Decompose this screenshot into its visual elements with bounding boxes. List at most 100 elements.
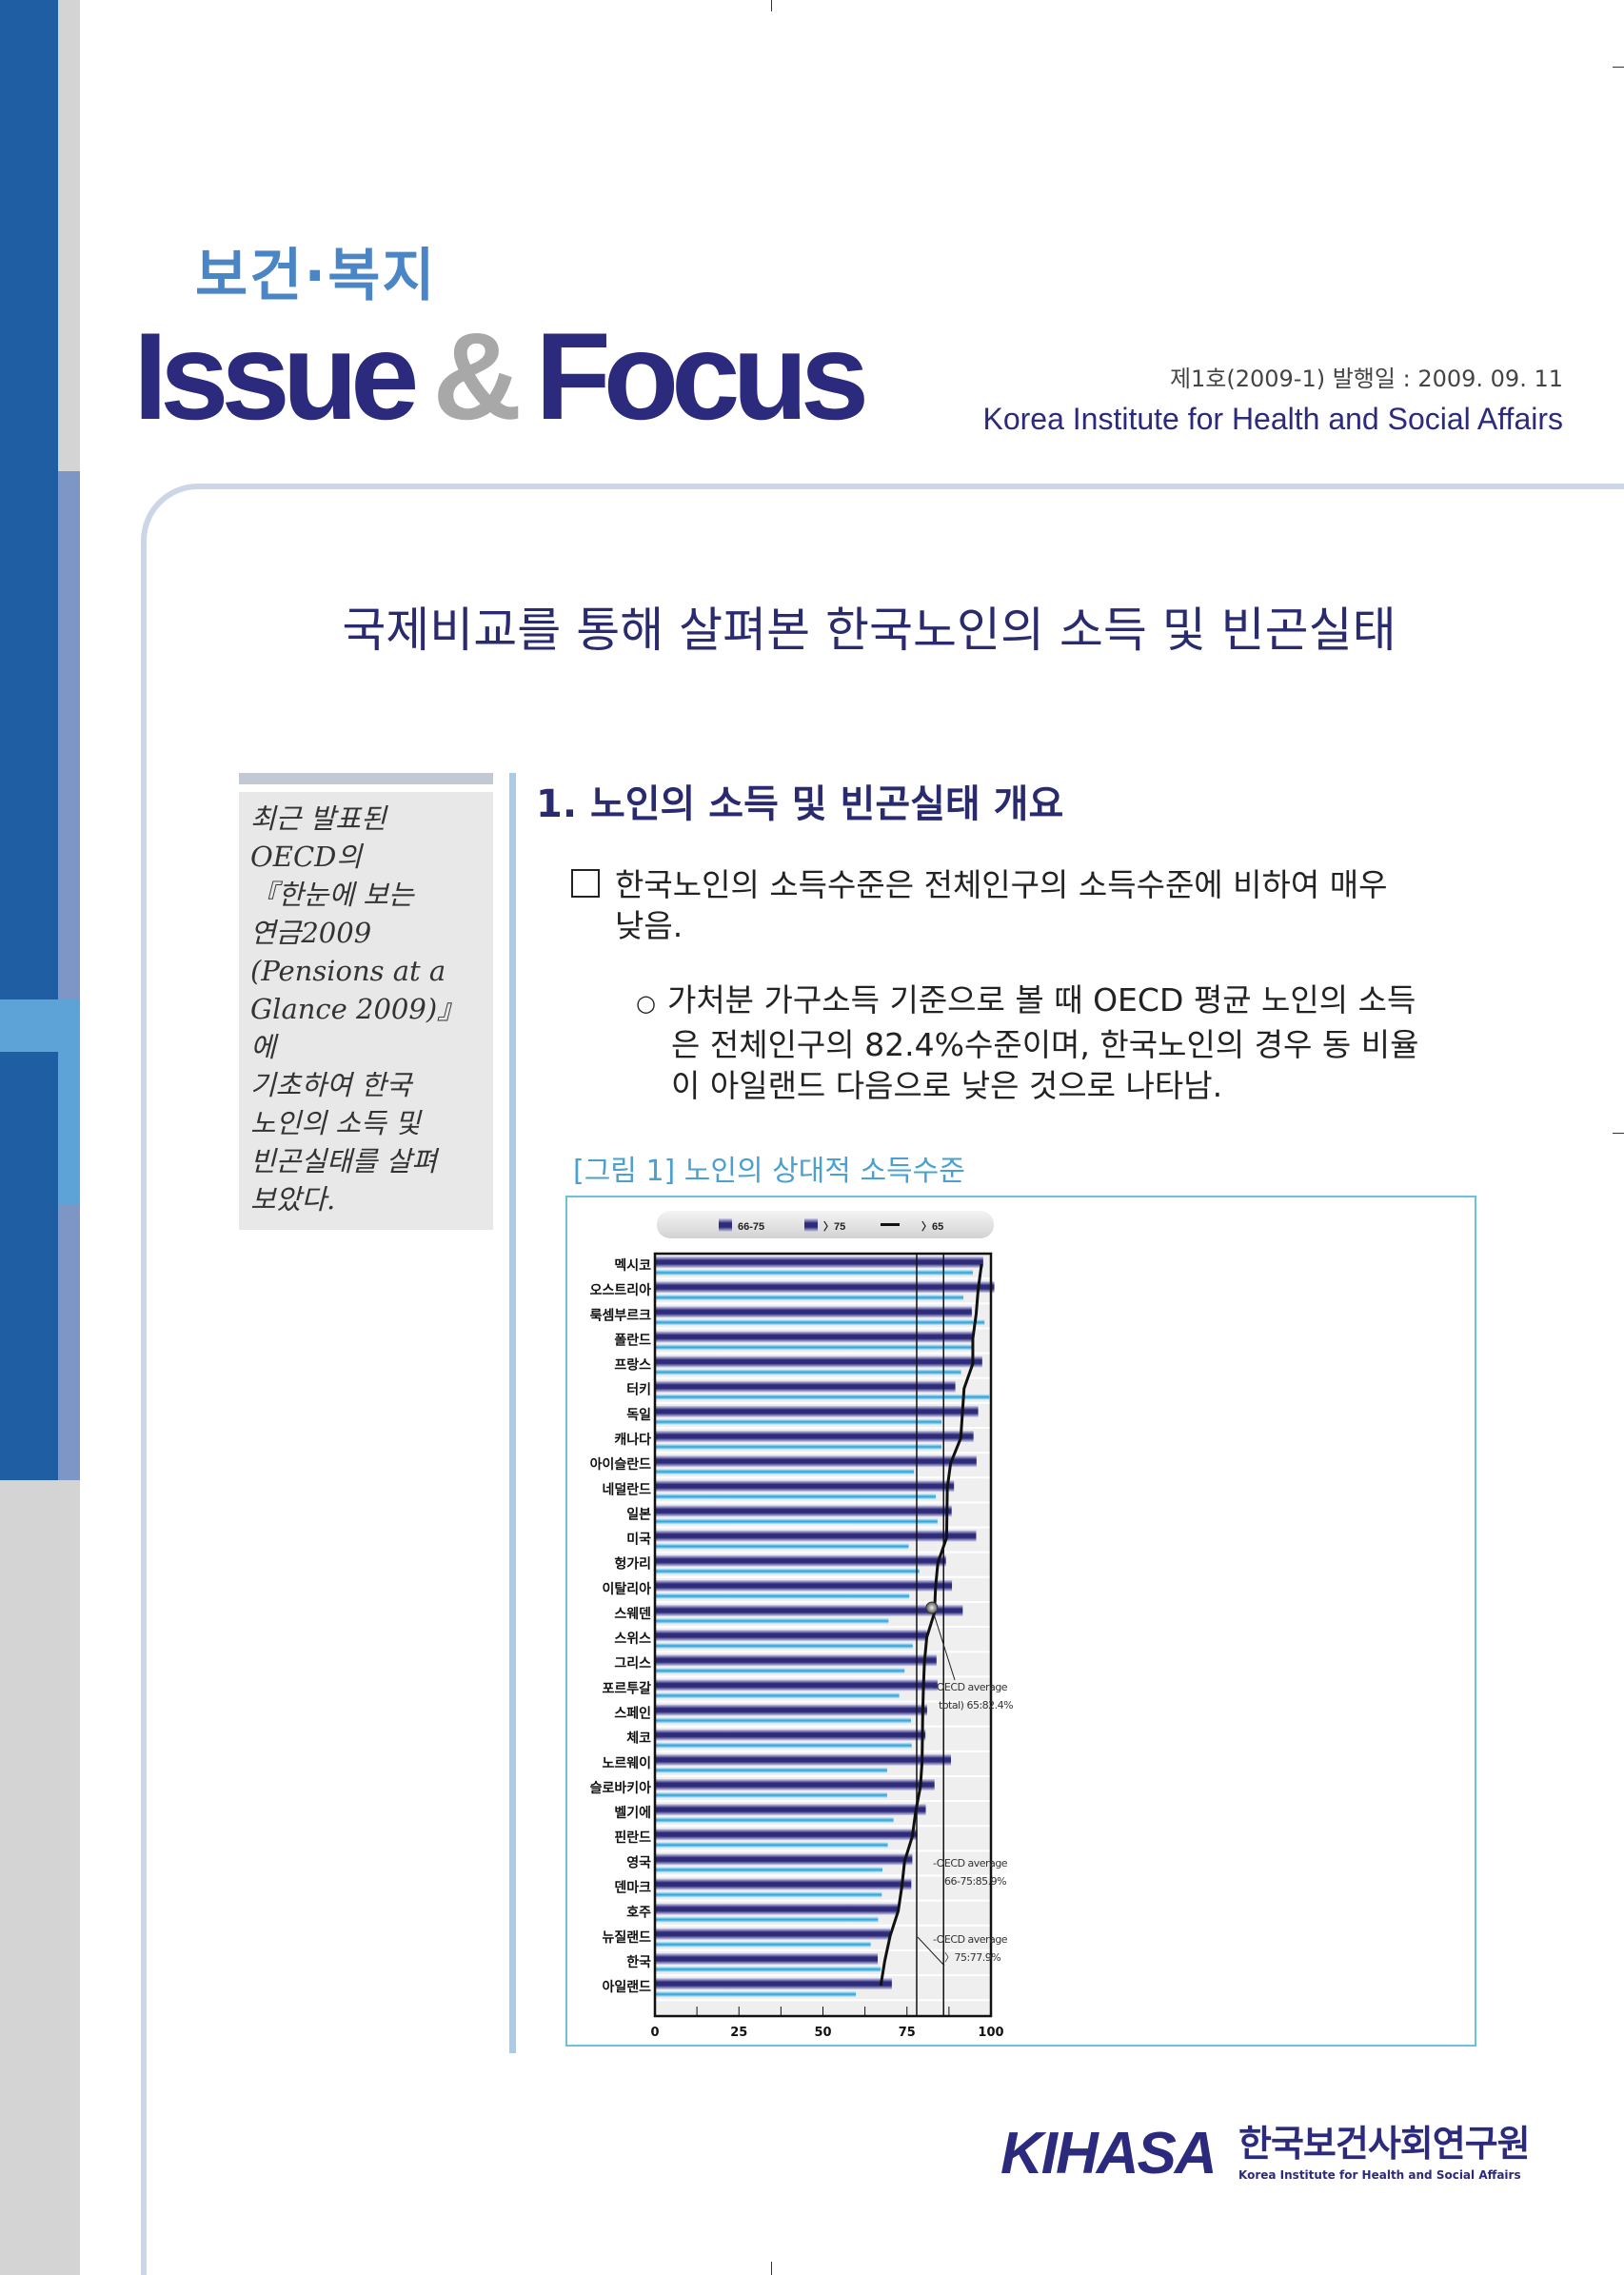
bar-over-75 — [655, 1891, 882, 1898]
annotation-arrow — [917, 1936, 945, 1967]
bar-66-75 — [655, 1430, 974, 1442]
x-tick-label: 100 — [978, 2026, 1003, 2040]
row-separator — [655, 1725, 991, 1728]
bar-66-75 — [655, 1530, 977, 1542]
square-bullet-icon — [571, 869, 600, 898]
bar-over-75 — [655, 1916, 879, 1923]
bar-over-75 — [655, 1767, 887, 1773]
category-label: 미국 — [626, 1533, 651, 1548]
bar-66-75 — [655, 1829, 918, 1841]
row-separator — [655, 1800, 991, 1803]
row-separator — [655, 1327, 991, 1330]
divider — [509, 773, 516, 2053]
x-tick-label: 25 — [730, 2026, 747, 2040]
row-separator — [655, 1476, 991, 1479]
bar-over-75 — [655, 1941, 871, 1948]
bullet-line: 낮음. — [615, 907, 683, 944]
sidebar-line: 기초하여 한국 — [250, 1069, 412, 1101]
bar-over-75 — [655, 1494, 937, 1500]
left-strip — [0, 999, 58, 1052]
bar-66-75 — [655, 1654, 937, 1667]
bar-over-75 — [655, 1319, 985, 1326]
summary-sidebar: 최근 발표된 OECD의 『한눈에 보는 연금2009 (Pensions at… — [239, 773, 493, 1230]
bar-over-75 — [655, 1543, 909, 1550]
category-label: 보건·복지 — [195, 243, 437, 309]
category-label: 아이슬란드 — [590, 1456, 652, 1473]
bar-over-75 — [655, 1592, 910, 1599]
row-separator — [655, 1551, 991, 1553]
row-separator — [655, 1600, 991, 1603]
x-tick-label: 0 — [650, 2026, 659, 2040]
crop-mark — [771, 2262, 772, 2275]
bar-66-75 — [655, 1281, 995, 1294]
row-separator — [655, 1825, 991, 1828]
bar-over-75 — [655, 1270, 973, 1276]
left-strip — [58, 1204, 80, 1480]
category-label: 독일 — [626, 1408, 651, 1423]
bar-over-75 — [655, 1295, 964, 1301]
legend-label: 〉65 — [921, 1220, 943, 1233]
bar-over-75 — [655, 1842, 888, 1849]
bar-over-75 — [655, 1443, 942, 1450]
annotation-text: -OECD average — [933, 1857, 1008, 1869]
bar-66-75 — [655, 1804, 926, 1816]
bar-over-75 — [655, 1991, 857, 1998]
category-label: 벨기에 — [614, 1806, 651, 1821]
legend-swatch — [719, 1218, 732, 1232]
bar-over-75 — [655, 1717, 911, 1724]
row-separator — [655, 1626, 991, 1629]
bar-over-75 — [655, 1867, 882, 1873]
row-separator — [655, 1501, 991, 1504]
bar-66-75 — [655, 1903, 899, 1915]
bar-over-75 — [655, 1469, 915, 1475]
sidebar-box: 최근 발표된 OECD의 『한눈에 보는 연금2009 (Pensions at… — [239, 792, 493, 1230]
bar-over-75 — [655, 1817, 894, 1824]
x-tick-label: 75 — [899, 2026, 916, 2040]
issue-info: 제1호(2009-1) 발행일 : 2009. 09. 11 — [1169, 366, 1563, 392]
bar-66-75 — [655, 1579, 953, 1592]
bar-over-75 — [655, 1369, 961, 1375]
sidebar-line: 빈곤실태를 살펴 — [250, 1145, 437, 1177]
category-label: 터키 — [626, 1383, 651, 1398]
institute-name: Korea Institute for Health and Social Af… — [982, 402, 1563, 436]
row-separator — [655, 1277, 991, 1280]
row-separator — [655, 1376, 991, 1379]
bar-66-75 — [655, 1753, 951, 1766]
left-strip — [0, 1480, 58, 2275]
sub-line: 이 아일랜드 다음으로 낮은 것으로 나타남. — [671, 1067, 1223, 1104]
bar-over-75 — [655, 1791, 887, 1798]
circle-bullet-icon: ○ — [636, 990, 656, 1017]
bar-over-75 — [655, 1518, 938, 1525]
annotation-text: -OECD average — [933, 1681, 1008, 1693]
sidebar-line: 『한눈에 보는 — [250, 879, 414, 911]
row-separator — [655, 1675, 991, 1678]
sidebar-line: (Pensions at a — [250, 955, 446, 987]
bar-66-75 — [655, 1679, 938, 1691]
row-separator — [655, 1700, 991, 1703]
sub-line: 가처분 가구소득 기준으로 볼 때 OECD 평균 노인의 소득 — [666, 981, 1416, 1019]
logo-english: Korea Institute for Health and Social Af… — [1238, 2168, 1521, 2182]
bar-over-75 — [655, 1692, 900, 1699]
sub-bullet-item: ○ 가처분 가구소득 기준으로 볼 때 OECD 평균 노인의 소득 은 전체인구… — [636, 979, 1418, 1106]
bar-66-75 — [655, 1505, 952, 1517]
bar-66-75 — [655, 1704, 927, 1716]
annotation-text: total) 65:82.4% — [939, 1699, 1013, 1711]
category-label: 영국 — [626, 1854, 651, 1870]
bar-66-75 — [655, 1405, 979, 1417]
category-label: 이탈리아 — [602, 1581, 651, 1597]
bar-over-75 — [655, 1344, 973, 1351]
category-label: 뉴질랜드 — [602, 1929, 651, 1946]
sidebar-topbar — [239, 773, 493, 784]
category-label: 일본 — [626, 1507, 651, 1522]
row-separator — [655, 1949, 991, 1951]
row-separator — [655, 1575, 991, 1578]
category-label: 그리스 — [614, 1656, 651, 1672]
bar-66-75 — [655, 1952, 879, 1965]
bar-over-75 — [655, 1966, 881, 1972]
bar-66-75 — [655, 1480, 955, 1493]
category-label: 핀란드 — [614, 1830, 651, 1846]
bar-66-75 — [655, 1455, 977, 1468]
category-label: 오스트리아 — [590, 1282, 652, 1298]
category-label: 아일랜드 — [602, 1979, 651, 1995]
